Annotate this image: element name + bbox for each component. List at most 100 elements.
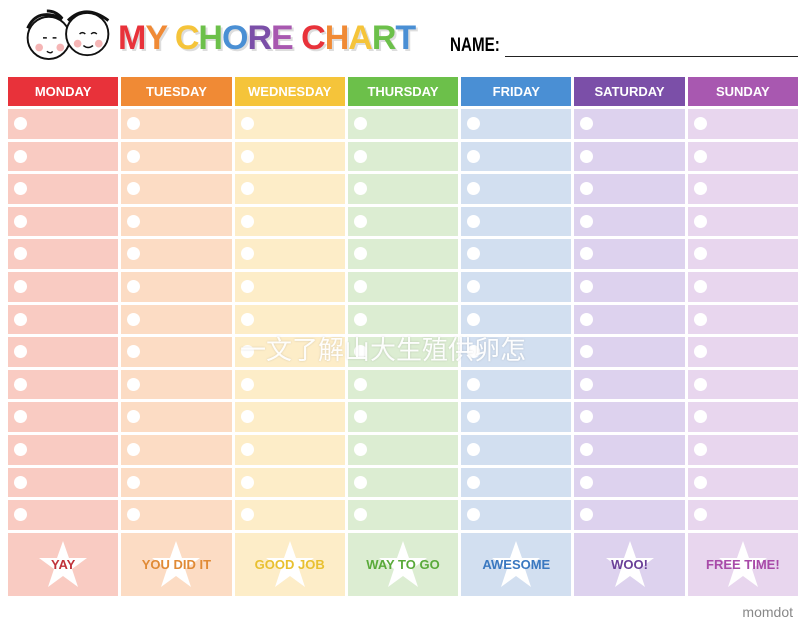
chore-cell[interactable]	[574, 271, 685, 302]
chore-cell[interactable]	[687, 304, 798, 335]
checkbox-circle[interactable]	[14, 247, 27, 261]
chore-cell[interactable]	[461, 174, 572, 204]
chore-cell[interactable]	[461, 271, 572, 302]
chore-cell[interactable]	[8, 304, 119, 335]
checkbox-circle[interactable]	[580, 475, 594, 489]
checkbox-circle[interactable]	[353, 377, 367, 391]
checkbox-circle[interactable]	[353, 312, 367, 326]
checkbox-circle[interactable]	[14, 182, 27, 196]
chore-cell[interactable]	[574, 109, 685, 139]
chore-cell[interactable]	[574, 467, 685, 498]
chore-cell[interactable]	[574, 402, 685, 432]
checkbox-circle[interactable]	[127, 377, 141, 391]
chore-cell[interactable]	[347, 206, 459, 237]
checkbox-circle[interactable]	[580, 312, 594, 326]
chore-cell[interactable]	[121, 500, 232, 530]
chore-cell[interactable]	[347, 337, 459, 367]
checkbox-circle[interactable]	[14, 508, 27, 522]
checkbox-circle[interactable]	[14, 312, 27, 326]
checkbox-circle[interactable]	[580, 508, 594, 522]
chore-cell[interactable]	[121, 467, 232, 498]
chore-cell[interactable]	[574, 174, 685, 204]
checkbox-circle[interactable]	[240, 508, 254, 522]
chore-cell[interactable]	[574, 500, 685, 530]
checkbox-circle[interactable]	[353, 410, 367, 424]
chore-cell[interactable]	[687, 402, 798, 432]
checkbox-circle[interactable]	[693, 149, 707, 163]
checkbox-circle[interactable]	[240, 247, 254, 261]
chore-cell[interactable]	[574, 434, 685, 465]
checkbox-circle[interactable]	[693, 312, 707, 326]
checkbox-circle[interactable]	[693, 214, 707, 228]
checkbox-circle[interactable]	[693, 475, 707, 489]
chore-cell[interactable]	[461, 304, 572, 335]
checkbox-circle[interactable]	[693, 410, 707, 424]
checkbox-circle[interactable]	[14, 117, 27, 130]
checkbox-circle[interactable]	[14, 377, 27, 391]
chore-cell[interactable]	[234, 434, 345, 465]
checkbox-circle[interactable]	[693, 247, 707, 261]
checkbox-circle[interactable]	[127, 214, 141, 228]
chore-cell[interactable]	[687, 174, 798, 204]
checkbox-circle[interactable]	[240, 475, 254, 489]
chore-cell[interactable]	[234, 369, 345, 400]
chore-cell[interactable]	[347, 369, 459, 400]
chore-cell[interactable]	[234, 239, 345, 269]
chore-cell[interactable]	[8, 271, 119, 302]
checkbox-circle[interactable]	[14, 475, 27, 489]
chore-cell[interactable]	[234, 467, 345, 498]
chore-cell[interactable]	[121, 434, 232, 465]
chore-cell[interactable]	[8, 109, 119, 139]
chore-cell[interactable]	[8, 500, 119, 530]
chore-cell[interactable]	[687, 141, 798, 172]
chore-cell[interactable]	[461, 337, 572, 367]
checkbox-circle[interactable]	[14, 410, 27, 424]
checkbox-circle[interactable]	[353, 279, 367, 293]
chore-cell[interactable]	[461, 402, 572, 432]
checkbox-circle[interactable]	[127, 279, 141, 293]
checkbox-circle[interactable]	[467, 182, 481, 196]
chore-cell[interactable]	[461, 109, 572, 139]
checkbox-circle[interactable]	[467, 149, 481, 163]
checkbox-circle[interactable]	[353, 475, 367, 489]
chore-cell[interactable]	[121, 337, 232, 367]
checkbox-circle[interactable]	[353, 214, 367, 228]
checkbox-circle[interactable]	[467, 410, 481, 424]
name-field[interactable]	[505, 56, 798, 57]
checkbox-circle[interactable]	[467, 247, 481, 261]
checkbox-circle[interactable]	[580, 442, 594, 456]
checkbox-circle[interactable]	[127, 312, 141, 326]
checkbox-circle[interactable]	[693, 345, 707, 359]
checkbox-circle[interactable]	[467, 377, 481, 391]
checkbox-circle[interactable]	[693, 117, 707, 130]
checkbox-circle[interactable]	[353, 149, 367, 163]
chore-cell[interactable]	[347, 500, 459, 530]
checkbox-circle[interactable]	[240, 442, 254, 456]
checkbox-circle[interactable]	[693, 508, 707, 522]
chore-cell[interactable]	[121, 174, 232, 204]
chore-cell[interactable]	[461, 239, 572, 269]
chore-cell[interactable]	[8, 141, 119, 172]
checkbox-circle[interactable]	[467, 117, 481, 130]
chore-cell[interactable]	[8, 174, 119, 204]
checkbox-circle[interactable]	[14, 149, 27, 163]
chore-cell[interactable]	[574, 206, 685, 237]
chore-cell[interactable]	[234, 174, 345, 204]
checkbox-circle[interactable]	[467, 475, 481, 489]
checkbox-circle[interactable]	[127, 442, 141, 456]
chore-cell[interactable]	[461, 467, 572, 498]
checkbox-circle[interactable]	[240, 182, 254, 196]
chore-cell[interactable]	[574, 337, 685, 367]
checkbox-circle[interactable]	[580, 410, 594, 424]
chore-cell[interactable]	[121, 239, 232, 269]
chore-cell[interactable]	[574, 304, 685, 335]
checkbox-circle[interactable]	[127, 182, 141, 196]
chore-cell[interactable]	[347, 434, 459, 465]
chore-cell[interactable]	[234, 141, 345, 172]
chore-cell[interactable]	[121, 402, 232, 432]
chore-cell[interactable]	[121, 206, 232, 237]
chore-cell[interactable]	[234, 206, 345, 237]
checkbox-circle[interactable]	[127, 117, 141, 130]
chore-cell[interactable]	[687, 467, 798, 498]
checkbox-circle[interactable]	[14, 345, 27, 359]
